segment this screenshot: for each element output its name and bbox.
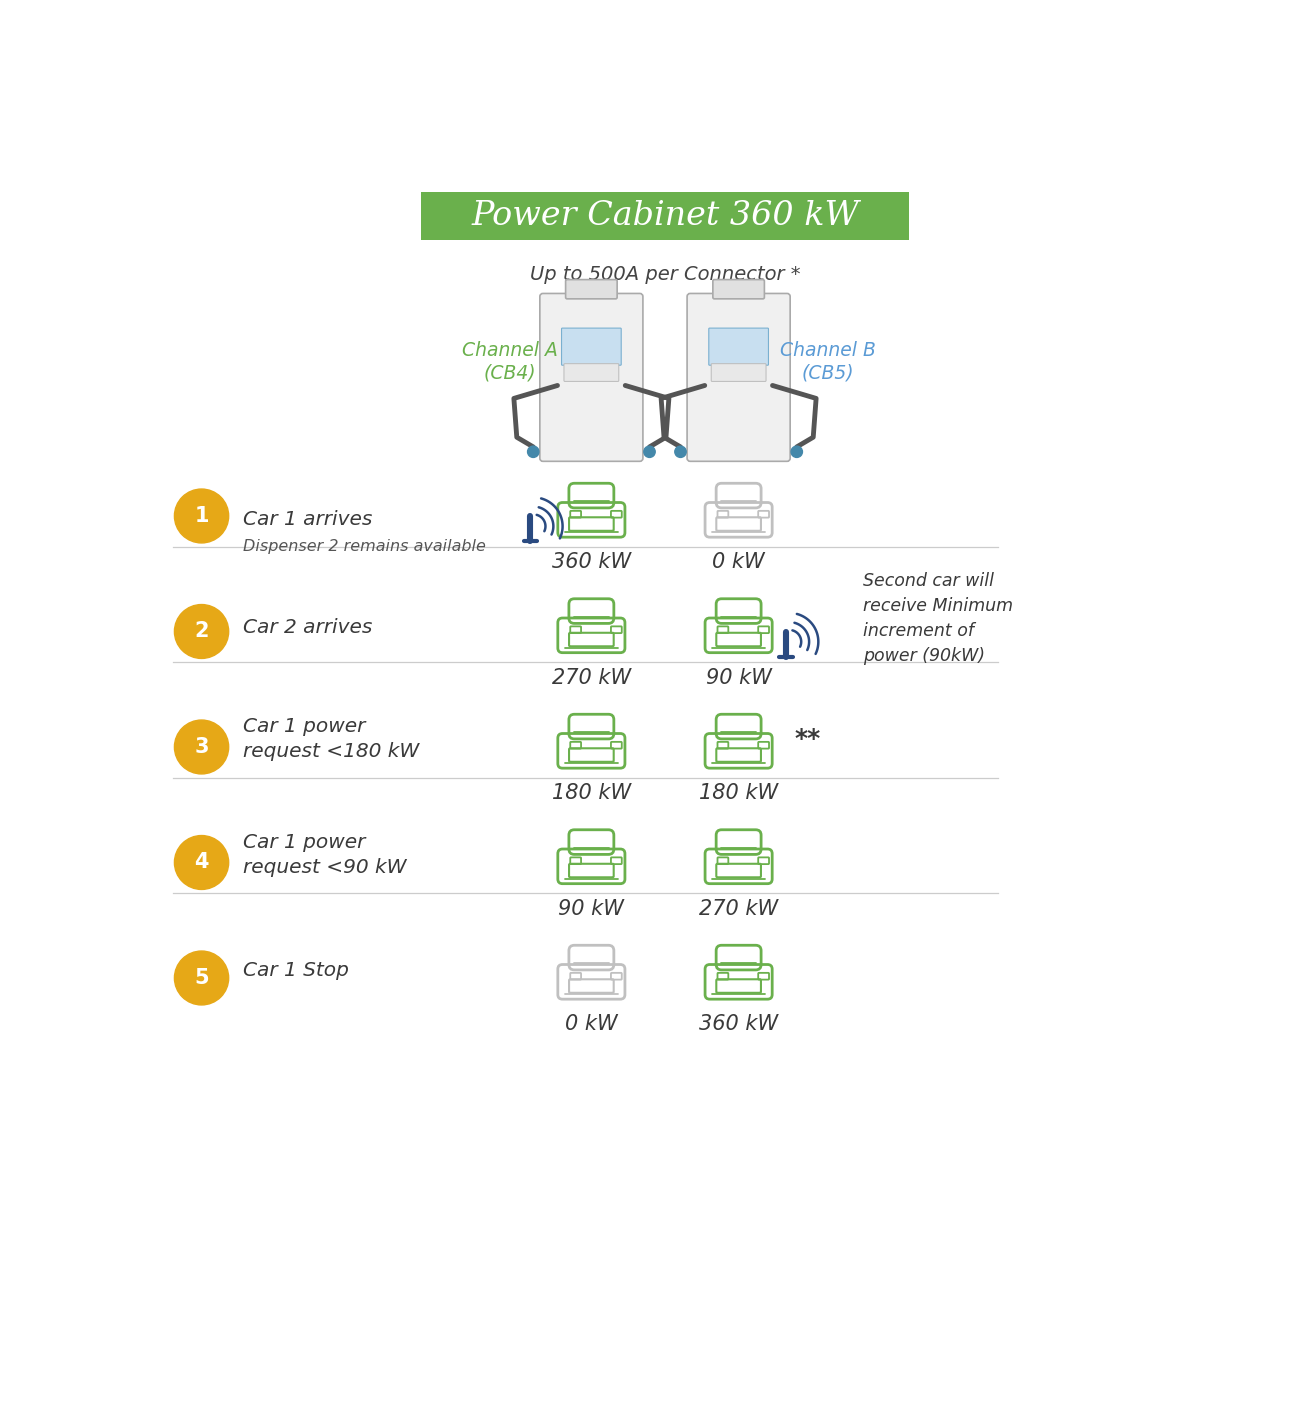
Text: 0 kW: 0 kW [712, 553, 765, 572]
FancyBboxPatch shape [708, 328, 769, 366]
Text: 1: 1 [195, 506, 209, 526]
FancyBboxPatch shape [711, 364, 766, 381]
Circle shape [174, 950, 228, 1005]
Text: 2: 2 [195, 621, 209, 641]
Text: Car 1 Stop: Car 1 Stop [243, 960, 348, 980]
Circle shape [174, 605, 228, 658]
Text: 180 kW: 180 kW [699, 783, 778, 803]
FancyBboxPatch shape [421, 191, 909, 239]
Circle shape [791, 446, 802, 457]
FancyBboxPatch shape [561, 328, 622, 366]
Text: Car 1 power
request <90 kW: Car 1 power request <90 kW [243, 832, 406, 877]
Text: 0 kW: 0 kW [565, 1014, 618, 1035]
Text: 360 kW: 360 kW [699, 1014, 778, 1035]
FancyBboxPatch shape [539, 294, 642, 461]
Text: 270 kW: 270 kW [699, 898, 778, 918]
Text: **: ** [795, 727, 820, 751]
Text: 5: 5 [195, 967, 209, 988]
Text: Channel A
(CB4): Channel A (CB4) [462, 342, 559, 382]
FancyBboxPatch shape [688, 294, 791, 461]
Text: 360 kW: 360 kW [552, 553, 631, 572]
Text: Car 1 power
request <180 kW: Car 1 power request <180 kW [243, 717, 419, 761]
Circle shape [174, 835, 228, 890]
Text: 90 kW: 90 kW [559, 898, 624, 918]
Text: Channel B
(CB5): Channel B (CB5) [780, 342, 876, 382]
Text: Power Cabinet 360 kW: Power Cabinet 360 kW [471, 200, 859, 232]
Text: 4: 4 [195, 852, 209, 873]
Circle shape [675, 446, 686, 457]
Circle shape [174, 489, 228, 543]
Text: Second car will
receive Minimum
increment of
power (90kW): Second car will receive Minimum incremen… [863, 572, 1013, 665]
Text: 270 kW: 270 kW [552, 668, 631, 688]
Circle shape [528, 446, 539, 457]
Text: Dispenser 2 remains available: Dispenser 2 remains available [243, 540, 485, 554]
FancyBboxPatch shape [713, 280, 765, 299]
FancyBboxPatch shape [564, 364, 619, 381]
Text: Up to 500A per Connector *: Up to 500A per Connector * [530, 266, 800, 284]
Text: 3: 3 [195, 737, 209, 756]
Text: Car 2 arrives: Car 2 arrives [243, 619, 372, 637]
Circle shape [174, 720, 228, 773]
Circle shape [644, 446, 655, 457]
Text: 90 kW: 90 kW [706, 668, 771, 688]
Text: Car 1 arrives: Car 1 arrives [243, 510, 372, 529]
FancyBboxPatch shape [565, 280, 617, 299]
Text: 180 kW: 180 kW [552, 783, 631, 803]
